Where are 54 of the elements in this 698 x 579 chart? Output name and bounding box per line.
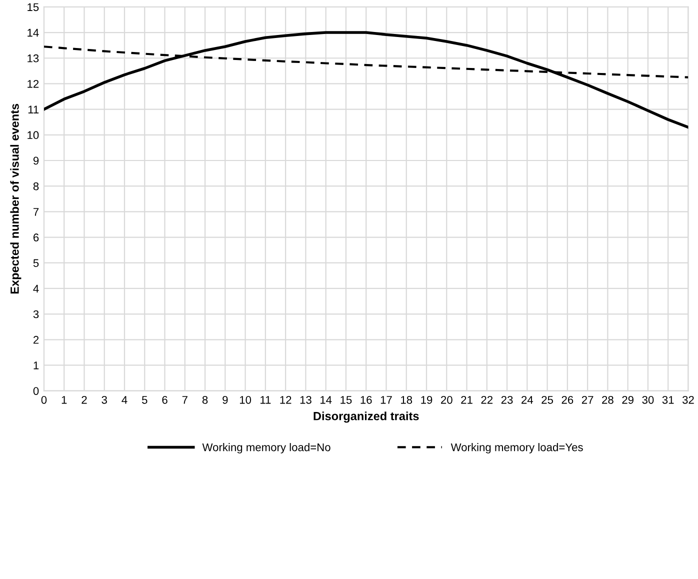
x-tick-label: 18 [401, 396, 412, 404]
y-tick-label: 4 [33, 284, 39, 292]
y-tick-label: 2 [33, 336, 39, 344]
x-tick-label: 17 [380, 396, 392, 404]
x-tick-label: 29 [622, 396, 634, 404]
x-tick-label: 31 [662, 396, 674, 404]
x-tick-label: 8 [202, 396, 208, 404]
y-tick-label: 12 [28, 80, 39, 88]
y-tick-label: 5 [33, 259, 39, 267]
y-axis-title: Expected number of visual events [10, 104, 22, 294]
line-series [44, 31, 688, 129]
x-axis-title: Disorganized traits [314, 412, 419, 423]
x-tick-label: 12 [280, 396, 292, 404]
y-tick-label: 0 [33, 387, 39, 395]
y-tick-label: 6 [34, 234, 39, 242]
x-tick-label: 11 [260, 396, 271, 404]
x-tick-label: 26 [562, 396, 574, 404]
y-tick-label: 13 [28, 54, 39, 62]
x-tick-label: 1 [62, 396, 67, 404]
x-tick-label: 15 [340, 396, 352, 404]
y-tick-label: 9 [33, 156, 39, 165]
y-tick-label: 15 [28, 3, 39, 12]
x-tick-label: 19 [421, 396, 432, 404]
x-tick-label: 16 [360, 396, 372, 404]
x-tick-label: 7 [182, 396, 188, 404]
x-tick-label: 5 [142, 396, 148, 404]
x-tick-label: 27 [582, 396, 594, 404]
y-tick-label: 8 [33, 182, 39, 190]
x-tick-label: 13 [300, 396, 312, 404]
legend-label: Working memory load=Yes [450, 443, 583, 454]
x-tick-label: 2 [82, 396, 87, 404]
x-tick-label: 20 [441, 396, 452, 404]
y-tick-label: 1 [34, 362, 39, 370]
x-tick-label: 28 [602, 396, 614, 404]
x-tick-label: 10 [240, 396, 252, 404]
x-tick-label: 30 [642, 396, 654, 404]
x-tick-label: 6 [162, 396, 168, 404]
y-tick-label: 7 [34, 208, 39, 216]
x-tick-label: 32 [682, 396, 694, 404]
x-tick-label: 22 [481, 396, 493, 404]
x-tick-label: 24 [522, 396, 534, 404]
y-tick-label: 14 [28, 28, 39, 37]
x-tick-label: 14 [320, 396, 332, 404]
x-tick-label: 21 [461, 396, 472, 404]
y-tick-label: 10 [28, 131, 39, 140]
x-tick-label: 25 [542, 396, 554, 404]
x-tick-label: 23 [501, 396, 513, 404]
x-tick-label: 4 [122, 396, 128, 404]
x-tick-label: 3 [102, 396, 107, 404]
legend-label: Working memory load=No [202, 443, 330, 454]
y-tick-label: 3 [33, 310, 39, 318]
x-tick-label: 0 [41, 396, 47, 404]
x-tick-label: 9 [222, 396, 228, 404]
y-tick-label: 11 [28, 106, 39, 114]
